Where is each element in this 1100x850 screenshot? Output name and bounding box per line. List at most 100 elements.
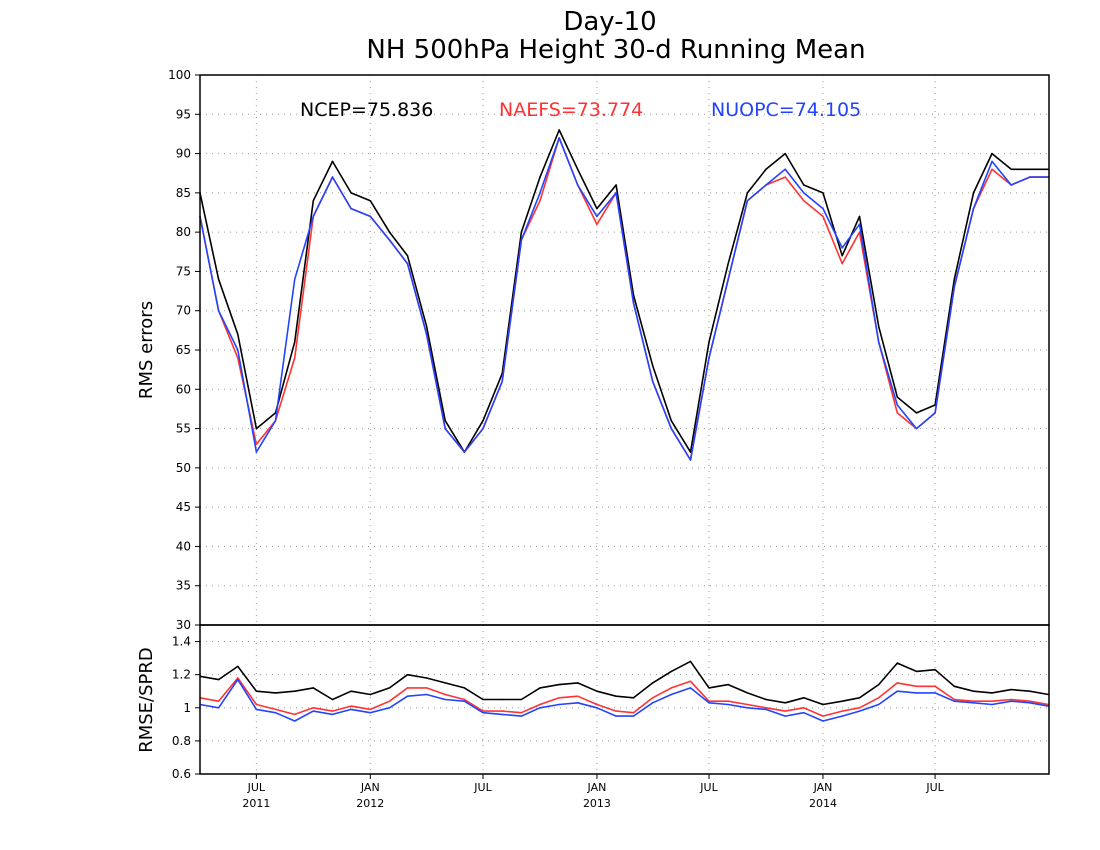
top-panel-y-axis: 30 35 40 45 50 55 60 65 70 75 80 85 90 95 100 bbox=[168, 68, 200, 632]
top-point-ncep-6 bbox=[312, 200, 314, 202]
top-ytick-label-35: 35 bbox=[176, 579, 191, 593]
bottom-point-nuopc-17 bbox=[520, 715, 523, 717]
bottom-point-nuopc-35 bbox=[858, 710, 861, 712]
bottom-point-nuopc-22 bbox=[615, 715, 617, 717]
bottom-point-nuopc-4 bbox=[274, 712, 277, 714]
top-point-naefs-32 bbox=[803, 200, 805, 202]
bottom-point-naefs-3 bbox=[255, 703, 258, 706]
bottom-point-ncep-39 bbox=[934, 669, 936, 671]
bottom-point-naefs-21 bbox=[596, 703, 598, 706]
top-ytick-label-75: 75 bbox=[176, 264, 191, 278]
bottom-point-ncep-9 bbox=[369, 693, 371, 696]
bottom-point-ncep-33 bbox=[822, 703, 824, 706]
bottom-point-nuopc-23 bbox=[632, 715, 635, 717]
bottom-point-naefs-20 bbox=[577, 695, 579, 697]
bottom-point-naefs-38 bbox=[915, 685, 918, 687]
top-panel-frame bbox=[199, 74, 1050, 626]
top-point-nuopc-32 bbox=[803, 192, 805, 194]
bottom-point-naefs-7 bbox=[331, 710, 334, 712]
top-point-ncep-22 bbox=[615, 184, 617, 186]
top-ytick-label-50: 50 bbox=[176, 461, 191, 475]
bottom-point-ncep-42 bbox=[991, 692, 993, 694]
chart-subtitle: NH 500hPa Height 30-d Running Mean bbox=[366, 35, 865, 65]
bottom-point-naefs-14 bbox=[463, 698, 466, 701]
bottom-point-nuopc-34 bbox=[841, 715, 843, 717]
bottom-point-ncep-31 bbox=[784, 702, 786, 704]
top-point-ncep-37 bbox=[896, 396, 898, 398]
top-point-ncep-26 bbox=[689, 451, 692, 453]
bottom-point-ncep-8 bbox=[350, 690, 352, 692]
bottom-point-nuopc-25 bbox=[670, 693, 672, 696]
top-point-nuopc-10 bbox=[388, 239, 391, 241]
top-point-ncep-35 bbox=[858, 215, 861, 218]
bottom-point-nuopc-24 bbox=[652, 702, 654, 704]
top-point-nuopc-6 bbox=[312, 215, 314, 218]
bottom-point-ncep-4 bbox=[274, 692, 277, 694]
top-ytick-label-45: 45 bbox=[176, 500, 191, 514]
top-point-ncep-18 bbox=[539, 176, 541, 178]
top-point-naefs-3 bbox=[255, 443, 258, 445]
bottom-series-ncep bbox=[199, 660, 1049, 706]
bottom-point-nuopc-36 bbox=[878, 703, 880, 706]
top-point-nuopc-11 bbox=[406, 262, 409, 265]
bottom-point-naefs-9 bbox=[369, 708, 371, 711]
x-axis: JUL 2011 JAN 2012 JUL JAN 2013 JUL JAN 2014 JUL bbox=[242, 774, 945, 810]
bottom-point-nuopc-10 bbox=[388, 707, 391, 709]
top-point-nuopc-19 bbox=[558, 137, 560, 139]
bottom-point-naefs-4 bbox=[274, 708, 277, 711]
xtick-month-5: JAN bbox=[813, 781, 833, 794]
bottom-point-nuopc-33 bbox=[822, 720, 824, 722]
bottom-point-nuopc-30 bbox=[765, 708, 767, 711]
bottom-point-naefs-19 bbox=[558, 697, 560, 699]
top-point-ncep-24 bbox=[652, 365, 654, 367]
bottom-point-naefs-11 bbox=[406, 687, 409, 689]
bottom-point-ncep-22 bbox=[615, 695, 617, 697]
top-point-ncep-31 bbox=[784, 152, 786, 155]
bottom-series-naefs bbox=[199, 677, 1049, 717]
top-point-ncep-2 bbox=[237, 333, 239, 335]
top-point-nuopc-31 bbox=[784, 168, 786, 170]
bottom-series-nuopc bbox=[199, 678, 1049, 722]
bottom-point-nuopc-38 bbox=[915, 692, 918, 694]
bottom-y-axis-label: RMSE/SPRD bbox=[136, 647, 157, 753]
bottom-point-ncep-19 bbox=[558, 683, 560, 686]
xtick-month-4: JUL bbox=[699, 781, 718, 794]
top-point-ncep-21 bbox=[596, 207, 598, 210]
bottom-point-ncep-41 bbox=[972, 690, 975, 692]
bottom-ytick-label-1-4: 1.4 bbox=[172, 635, 191, 649]
top-point-nuopc-42 bbox=[991, 160, 993, 163]
top-point-naefs-34 bbox=[841, 262, 843, 265]
bottom-point-nuopc-18 bbox=[539, 707, 541, 709]
bottom-point-naefs-16 bbox=[501, 710, 503, 712]
top-point-nuopc-18 bbox=[539, 192, 541, 194]
top-point-ncep-41 bbox=[972, 192, 975, 194]
bottom-point-ncep-35 bbox=[858, 697, 861, 699]
top-point-nuopc-41 bbox=[972, 207, 975, 210]
top-point-nuopc-28 bbox=[727, 278, 729, 280]
bottom-point-ncep-23 bbox=[632, 697, 635, 699]
xtick-month-3: JAN bbox=[587, 781, 607, 794]
ncep-score-label: NCEP=75.836 bbox=[300, 99, 433, 121]
bottom-point-nuopc-13 bbox=[444, 698, 446, 701]
bottom-point-nuopc-42 bbox=[991, 703, 993, 706]
bottom-point-ncep-28 bbox=[727, 683, 729, 686]
top-point-ncep-33 bbox=[822, 192, 824, 194]
bottom-point-nuopc-21 bbox=[596, 707, 598, 709]
bottom-point-naefs-6 bbox=[312, 707, 314, 709]
top-point-naefs-42 bbox=[991, 168, 993, 170]
top-point-nuopc-37 bbox=[896, 404, 898, 406]
bottom-point-ncep-11 bbox=[406, 674, 409, 676]
bottom-point-naefs-41 bbox=[972, 700, 975, 702]
top-point-ncep-44 bbox=[1029, 168, 1031, 170]
top-point-nuopc-30 bbox=[765, 184, 767, 186]
bottom-point-nuopc-44 bbox=[1029, 702, 1031, 704]
bottom-ytick-label-0-6: 0.6 bbox=[172, 767, 191, 781]
top-point-nuopc-23 bbox=[632, 302, 635, 304]
top-point-nuopc-35 bbox=[858, 223, 861, 225]
bottom-point-ncep-32 bbox=[803, 697, 805, 699]
bottom-point-nuopc-8 bbox=[350, 708, 352, 711]
bottom-point-naefs-8 bbox=[350, 705, 352, 707]
bottom-point-naefs-35 bbox=[858, 707, 861, 709]
bottom-point-naefs-33 bbox=[822, 715, 824, 717]
top-point-nuopc-7 bbox=[331, 176, 334, 178]
